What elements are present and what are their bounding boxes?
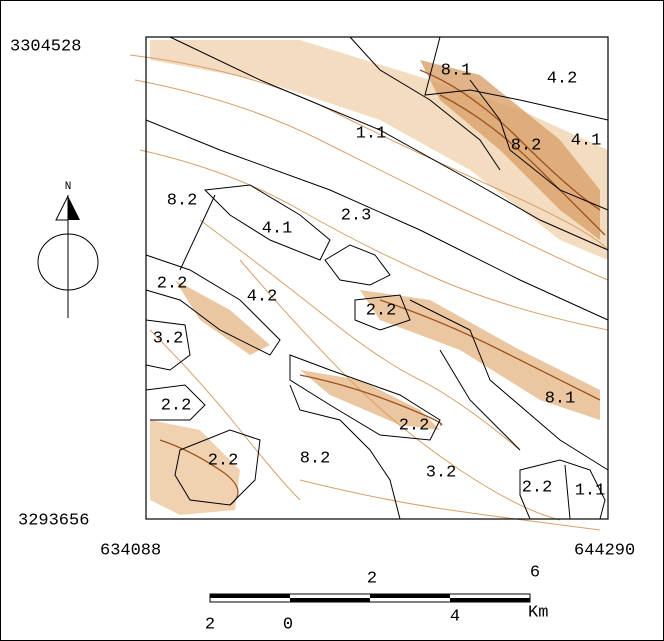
zone-label: 4.1 <box>571 131 602 150</box>
zone-label: 2.3 <box>341 206 372 225</box>
zone-label: 4.1 <box>262 219 293 238</box>
zone-label: 8.2 <box>511 136 542 155</box>
scale-segment <box>210 594 290 598</box>
zone-boundary <box>564 464 571 520</box>
zone-boundary <box>349 36 501 171</box>
north-arrow: N <box>37 181 99 318</box>
zone-boundary <box>174 429 261 506</box>
zone-boundary <box>289 354 441 441</box>
contour <box>419 69 601 211</box>
zone-label: 2.2 <box>157 274 188 293</box>
ridge-area <box>175 280 270 355</box>
zone-label: 3.2 <box>426 463 457 482</box>
zone-label: 4.2 <box>547 69 578 88</box>
zone-labels: 8.1 4.2 1.1 8.2 4.1 8.2 2.3 4.1 2.2 4.2 … <box>153 61 606 500</box>
contour <box>129 54 609 251</box>
west-coordinate: 634088 <box>100 541 161 560</box>
zone-boundary <box>409 299 609 471</box>
boundaries <box>145 36 609 520</box>
scale-bar: 2 6 2 0 4 Km <box>205 563 549 634</box>
south-coordinate: 3293656 <box>18 511 89 530</box>
zone-label: 8.1 <box>441 61 472 80</box>
scale-label: 6 <box>530 563 540 582</box>
zone-label: 8.2 <box>167 191 198 210</box>
zone-label: 4.2 <box>247 287 278 306</box>
zone-label: 2.2 <box>366 301 397 320</box>
zone-boundary <box>179 194 216 271</box>
zone-boundary <box>145 319 191 371</box>
zone-boundary <box>145 119 609 321</box>
zone-boundary <box>519 459 606 520</box>
zone-label: 1.1 <box>575 481 606 500</box>
contour <box>159 439 239 506</box>
contour <box>379 299 601 401</box>
zone-boundary <box>145 384 206 421</box>
north-label: N <box>65 181 72 193</box>
zone-boundary <box>469 79 609 211</box>
zone-boundary <box>439 349 521 451</box>
contour <box>299 374 443 426</box>
east-coordinate: 644290 <box>574 541 635 560</box>
contour <box>239 259 561 521</box>
zone-label: 2.2 <box>399 416 430 435</box>
zone-boundary <box>324 244 391 286</box>
scale-label: 0 <box>283 615 293 634</box>
arrow-head-right <box>68 196 80 220</box>
contour <box>149 329 301 501</box>
zone-boundary <box>203 184 331 261</box>
scale-label: 4 <box>450 607 460 626</box>
north-coordinate: 3304528 <box>10 37 81 56</box>
zone-label: 2.2 <box>208 451 239 470</box>
zone-boundary <box>354 294 411 331</box>
ridge-area <box>300 370 440 430</box>
zone-label: 3.2 <box>153 329 184 348</box>
scale-label: 2 <box>367 569 377 588</box>
scale-segment <box>290 598 370 602</box>
map-frame <box>145 36 609 520</box>
zone-boundary <box>289 384 401 520</box>
zone-boundary <box>145 254 281 356</box>
ridge-area <box>150 420 240 515</box>
zone-label: 2.2 <box>161 396 192 415</box>
zone-boundary <box>424 36 609 121</box>
scale-segment <box>450 598 530 602</box>
contour <box>299 479 601 531</box>
contour <box>199 219 521 451</box>
zone-label: 2.2 <box>522 478 553 497</box>
contour <box>139 149 609 331</box>
contours <box>129 54 609 531</box>
contour <box>134 79 609 281</box>
scale-unit: Km <box>528 603 548 622</box>
zone-label: 8.1 <box>545 389 576 408</box>
zone-label: 8.2 <box>300 449 331 468</box>
zone-label: 1.1 <box>356 124 387 143</box>
zone-boundary <box>169 36 609 251</box>
scale-label: 2 <box>205 615 215 634</box>
scale-segment <box>370 594 450 598</box>
compass-circle <box>37 233 99 291</box>
contour <box>439 94 606 236</box>
